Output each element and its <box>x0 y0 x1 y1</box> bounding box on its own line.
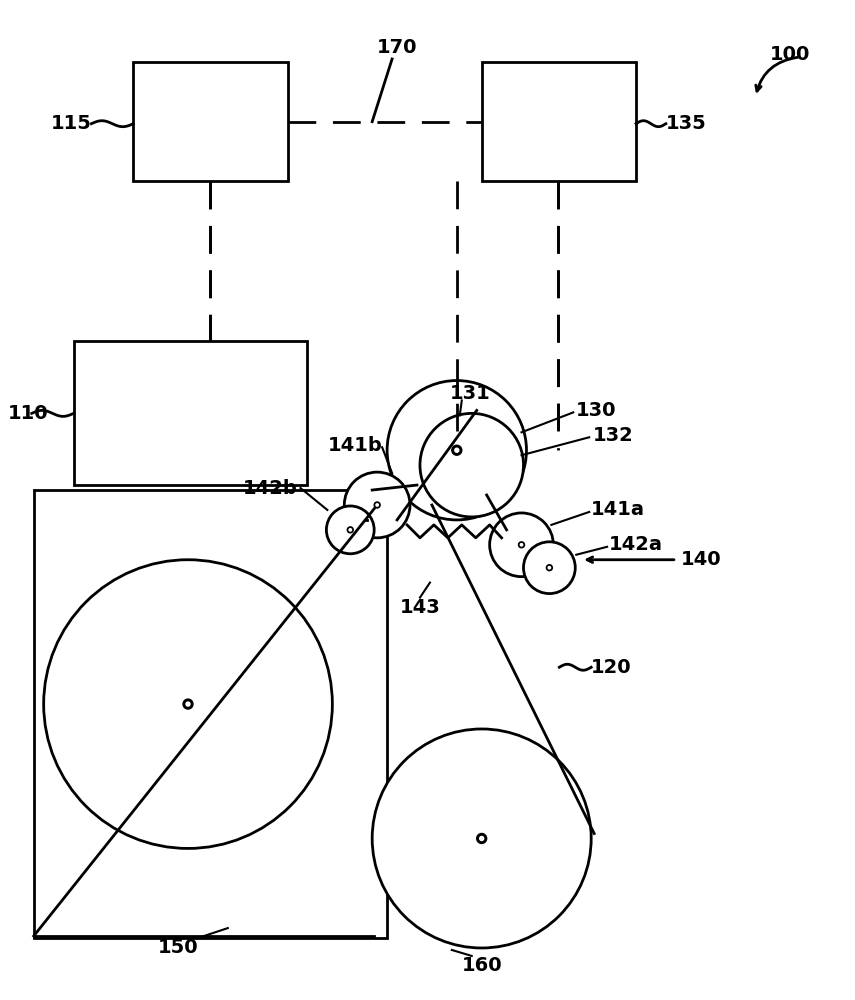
Circle shape <box>44 560 333 848</box>
Bar <box>133 62 287 181</box>
Circle shape <box>345 472 410 538</box>
Circle shape <box>477 833 486 843</box>
Circle shape <box>480 836 484 840</box>
Text: 135: 135 <box>666 114 706 133</box>
Text: 140: 140 <box>681 550 722 569</box>
Circle shape <box>490 513 553 577</box>
Text: 142a: 142a <box>609 535 663 554</box>
Circle shape <box>327 506 374 554</box>
Circle shape <box>420 413 523 517</box>
Circle shape <box>548 567 551 569</box>
Circle shape <box>451 445 462 455</box>
Text: 141b: 141b <box>327 436 382 455</box>
Circle shape <box>518 542 524 548</box>
Text: 132: 132 <box>593 426 634 445</box>
Circle shape <box>521 544 522 546</box>
Text: 150: 150 <box>157 938 198 957</box>
Text: 143: 143 <box>399 598 440 617</box>
Circle shape <box>455 448 459 452</box>
Bar <box>33 490 387 938</box>
Circle shape <box>523 542 575 594</box>
Text: 170: 170 <box>377 38 417 57</box>
Text: 130: 130 <box>576 401 616 420</box>
Text: 100: 100 <box>770 45 811 64</box>
Circle shape <box>376 504 379 506</box>
Circle shape <box>347 527 353 533</box>
Circle shape <box>183 699 193 709</box>
Circle shape <box>186 702 190 706</box>
Text: 142b: 142b <box>243 479 298 498</box>
Text: 120: 120 <box>591 658 632 677</box>
Text: 115: 115 <box>50 114 91 133</box>
Text: 141a: 141a <box>591 500 646 519</box>
Text: 110: 110 <box>8 404 49 423</box>
Circle shape <box>374 502 380 508</box>
Text: 131: 131 <box>450 384 490 403</box>
Bar <box>481 62 636 181</box>
Circle shape <box>372 729 591 948</box>
Circle shape <box>546 565 552 571</box>
Bar <box>74 341 308 485</box>
Text: 160: 160 <box>462 956 502 975</box>
Circle shape <box>387 381 527 520</box>
Circle shape <box>349 529 351 531</box>
